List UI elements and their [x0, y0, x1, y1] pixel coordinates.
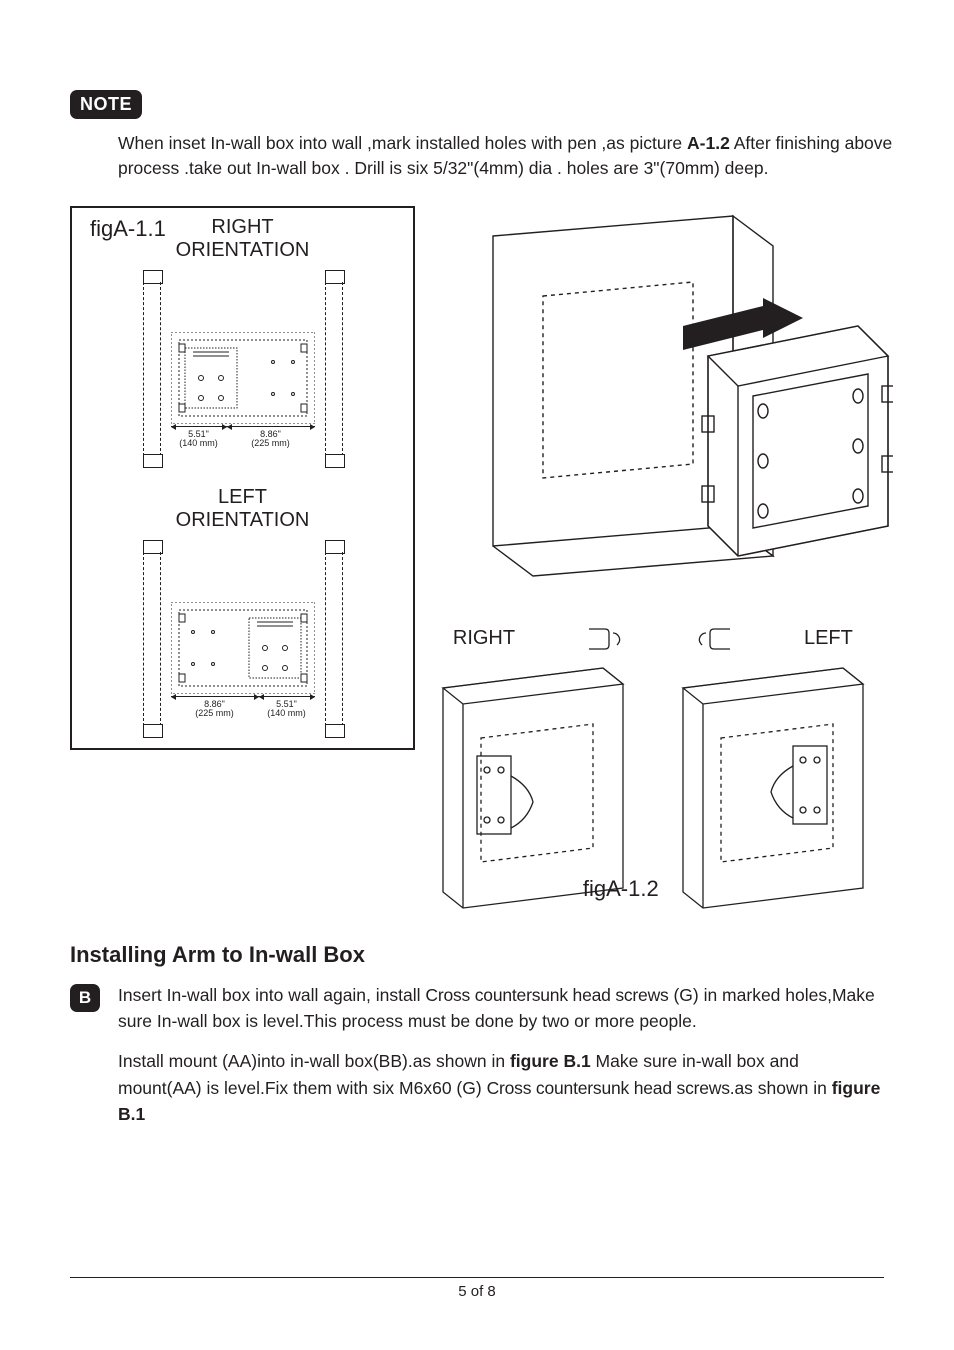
p2-cond: Cross countersunk head screws.: [487, 1078, 735, 1098]
footer-rule: [70, 1277, 884, 1278]
fig-a12-column: RIGHT LEFT: [433, 206, 884, 926]
fig-a12-top-diagram: [433, 206, 893, 606]
dim-l-b-mm: (140 mm): [267, 708, 306, 718]
hinge-left-icon: [585, 627, 625, 651]
note-block: NOTE When inset In-wall box into wall ,m…: [70, 90, 884, 182]
inwall-box-icon-2: [171, 602, 315, 694]
right-l1: RIGHT: [211, 216, 273, 238]
note-text: When inset In-wall box into wall ,mark i…: [118, 131, 898, 182]
left-label: LEFT: [804, 627, 853, 651]
page: NOTE When inset In-wall box into wall ,m…: [0, 0, 954, 1350]
dim-l-a-mm: (225 mm): [195, 708, 234, 718]
stud-left-2: [143, 540, 161, 738]
stud-left: [143, 270, 161, 468]
right-l2: ORIENTATION: [176, 239, 310, 261]
p2-ref1: figure B.1: [510, 1051, 591, 1071]
right-orientation-diagram: 5.51"(140 mm) 8.86"(225 mm): [143, 270, 343, 468]
fig-a11-column: figA-1.1 RIGHT ORIENTATION: [70, 206, 433, 926]
fig-a11-frame: figA-1.1 RIGHT ORIENTATION: [70, 206, 415, 750]
note-badge: NOTE: [70, 90, 142, 119]
left-dims: 8.86"(225 mm) 5.51"(140 mm): [171, 694, 315, 720]
p1-cond: Cross countersunk head screws: [425, 985, 668, 1005]
p2-a: Install mount (AA)into in-wall box(BB).a…: [118, 1051, 510, 1071]
fig-a12-bottom-diagram: [433, 658, 893, 918]
step-b-text: Insert In-wall box into wall again, inst…: [118, 982, 884, 1127]
left-l2: ORIENTATION: [176, 509, 310, 531]
stud-right: [325, 270, 343, 468]
dim-r-b-mm: (225 mm): [251, 438, 290, 448]
step-b-badge: B: [70, 984, 100, 1012]
fig-a12-label: figA-1.2: [583, 876, 659, 902]
left-orientation-title: LEFT ORIENTATION: [72, 486, 413, 532]
right-label: RIGHT: [453, 627, 515, 651]
note-text-before: When inset In-wall box into wall ,mark i…: [118, 133, 687, 153]
figures-row: figA-1.1 RIGHT ORIENTATION: [70, 206, 884, 926]
section-b-title: Installing Arm to In-wall Box: [70, 942, 884, 968]
right-dims: 5.51"(140 mm) 8.86"(225 mm): [171, 424, 315, 450]
stud-right-2: [325, 540, 343, 738]
hinge-right-icon: [694, 627, 734, 651]
step-b: B Insert In-wall box into wall again, in…: [70, 982, 884, 1127]
left-l1: LEFT: [218, 486, 267, 508]
fig-a11-label: figA-1.1: [90, 216, 166, 242]
footer-page: 5 of 8: [0, 1283, 954, 1300]
left-orientation-diagram: 8.86"(225 mm) 5.51"(140 mm): [143, 540, 343, 738]
note-ref: A-1.2: [687, 133, 730, 153]
dim-r-a-mm: (140 mm): [179, 438, 218, 448]
inwall-box-icon: [171, 332, 315, 424]
p1-a: Insert In-wall box into wall again, inst…: [118, 985, 425, 1005]
right-left-row: RIGHT LEFT: [433, 627, 893, 651]
p2-c: as shown in: [734, 1078, 831, 1098]
